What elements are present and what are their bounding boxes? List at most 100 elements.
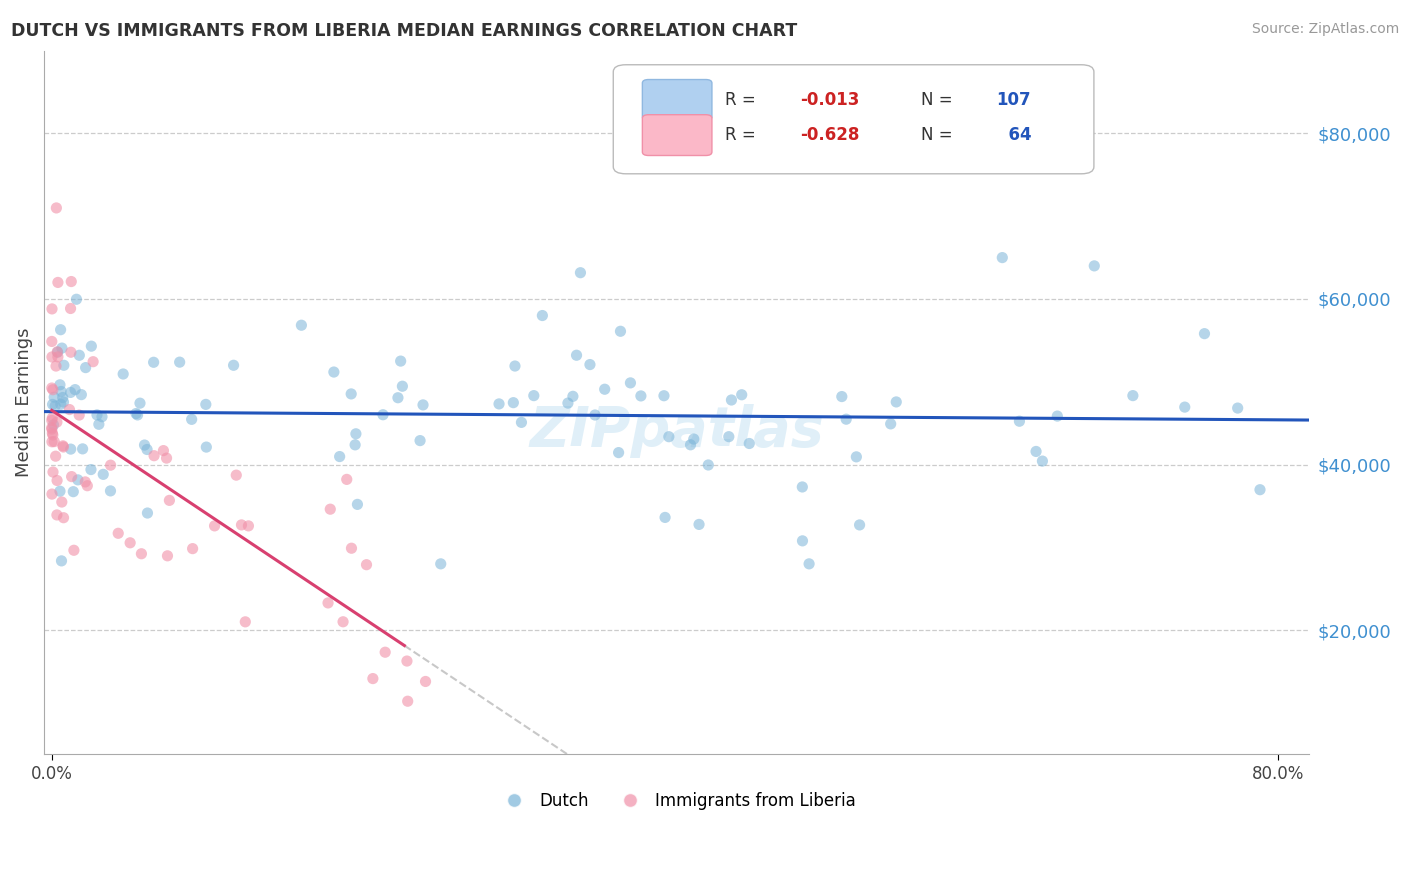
Point xyxy=(409,434,432,448)
Point xyxy=(879,417,901,431)
Point xyxy=(1008,414,1031,428)
Point xyxy=(49,397,72,411)
Y-axis label: Median Earnings: Median Earnings xyxy=(15,327,32,477)
FancyBboxPatch shape xyxy=(643,79,711,120)
Text: ZIPpatlas: ZIPpatlas xyxy=(529,403,824,458)
Point xyxy=(49,377,72,392)
Point xyxy=(290,318,312,333)
Point xyxy=(143,449,166,463)
Point xyxy=(682,432,704,446)
Point xyxy=(67,348,90,362)
Point xyxy=(531,309,554,323)
Point xyxy=(46,350,69,364)
Point xyxy=(112,367,135,381)
Point xyxy=(155,451,177,466)
Text: Source: ZipAtlas.com: Source: ZipAtlas.com xyxy=(1251,22,1399,37)
Point xyxy=(91,409,114,424)
Text: N =: N = xyxy=(921,126,957,145)
Point xyxy=(136,506,159,520)
Point xyxy=(52,359,75,373)
Point xyxy=(569,266,592,280)
Point xyxy=(510,416,533,430)
Point xyxy=(63,543,86,558)
Point xyxy=(152,443,174,458)
Point xyxy=(45,201,67,215)
Point xyxy=(45,449,67,463)
Point xyxy=(45,359,67,373)
Point xyxy=(52,439,75,453)
Point xyxy=(319,502,342,516)
Legend: Dutch, Immigrants from Liberia: Dutch, Immigrants from Liberia xyxy=(491,785,862,816)
Point xyxy=(503,359,526,373)
Text: 64: 64 xyxy=(997,126,1031,145)
Text: R =: R = xyxy=(724,91,761,109)
Point xyxy=(52,440,75,454)
Point xyxy=(738,436,761,450)
Point xyxy=(41,434,63,449)
Point xyxy=(565,348,588,362)
Point xyxy=(52,391,75,405)
Point xyxy=(72,442,94,456)
Point xyxy=(157,493,180,508)
Point xyxy=(45,508,67,522)
Point xyxy=(75,475,97,489)
Point xyxy=(322,365,344,379)
Point xyxy=(41,411,63,425)
Point xyxy=(717,430,740,444)
Point xyxy=(607,445,630,459)
Text: -0.628: -0.628 xyxy=(800,126,860,145)
Point xyxy=(156,549,179,563)
Point xyxy=(231,517,253,532)
Point xyxy=(412,398,434,412)
Point xyxy=(389,354,412,368)
Point xyxy=(593,382,616,396)
Point xyxy=(52,510,75,524)
Point xyxy=(884,395,907,409)
Point xyxy=(91,467,114,482)
Point xyxy=(488,397,510,411)
Point xyxy=(346,497,368,511)
Point xyxy=(59,385,82,400)
Point xyxy=(579,358,602,372)
Point xyxy=(195,440,218,454)
Point xyxy=(41,413,63,427)
Point xyxy=(371,408,394,422)
Point xyxy=(396,694,419,708)
Point xyxy=(1174,400,1197,414)
Text: 107: 107 xyxy=(997,91,1031,109)
Point xyxy=(49,484,72,499)
Point xyxy=(731,388,754,402)
Point xyxy=(46,344,69,359)
Point xyxy=(134,438,156,452)
Point xyxy=(1122,389,1144,403)
Point xyxy=(523,389,546,403)
Point xyxy=(340,387,363,401)
Point xyxy=(1226,401,1249,415)
Point xyxy=(194,397,217,411)
Point xyxy=(46,345,69,359)
Point xyxy=(387,391,409,405)
Point xyxy=(44,399,66,413)
Point xyxy=(107,526,129,541)
Point xyxy=(316,596,339,610)
Text: -0.013: -0.013 xyxy=(800,91,860,109)
FancyBboxPatch shape xyxy=(613,65,1094,174)
Point xyxy=(831,390,853,404)
Point xyxy=(41,381,63,395)
Point xyxy=(654,510,676,524)
Point xyxy=(395,654,418,668)
Point xyxy=(204,519,226,533)
Point xyxy=(51,495,73,509)
Point xyxy=(120,536,142,550)
Point xyxy=(44,390,66,404)
Point xyxy=(58,402,80,417)
Point xyxy=(52,395,75,409)
Point xyxy=(1083,259,1105,273)
Point xyxy=(344,426,367,441)
Point xyxy=(67,408,90,422)
Point xyxy=(429,557,451,571)
Point xyxy=(181,541,204,556)
Point xyxy=(222,359,245,373)
Point xyxy=(82,354,104,368)
Point xyxy=(238,519,260,533)
